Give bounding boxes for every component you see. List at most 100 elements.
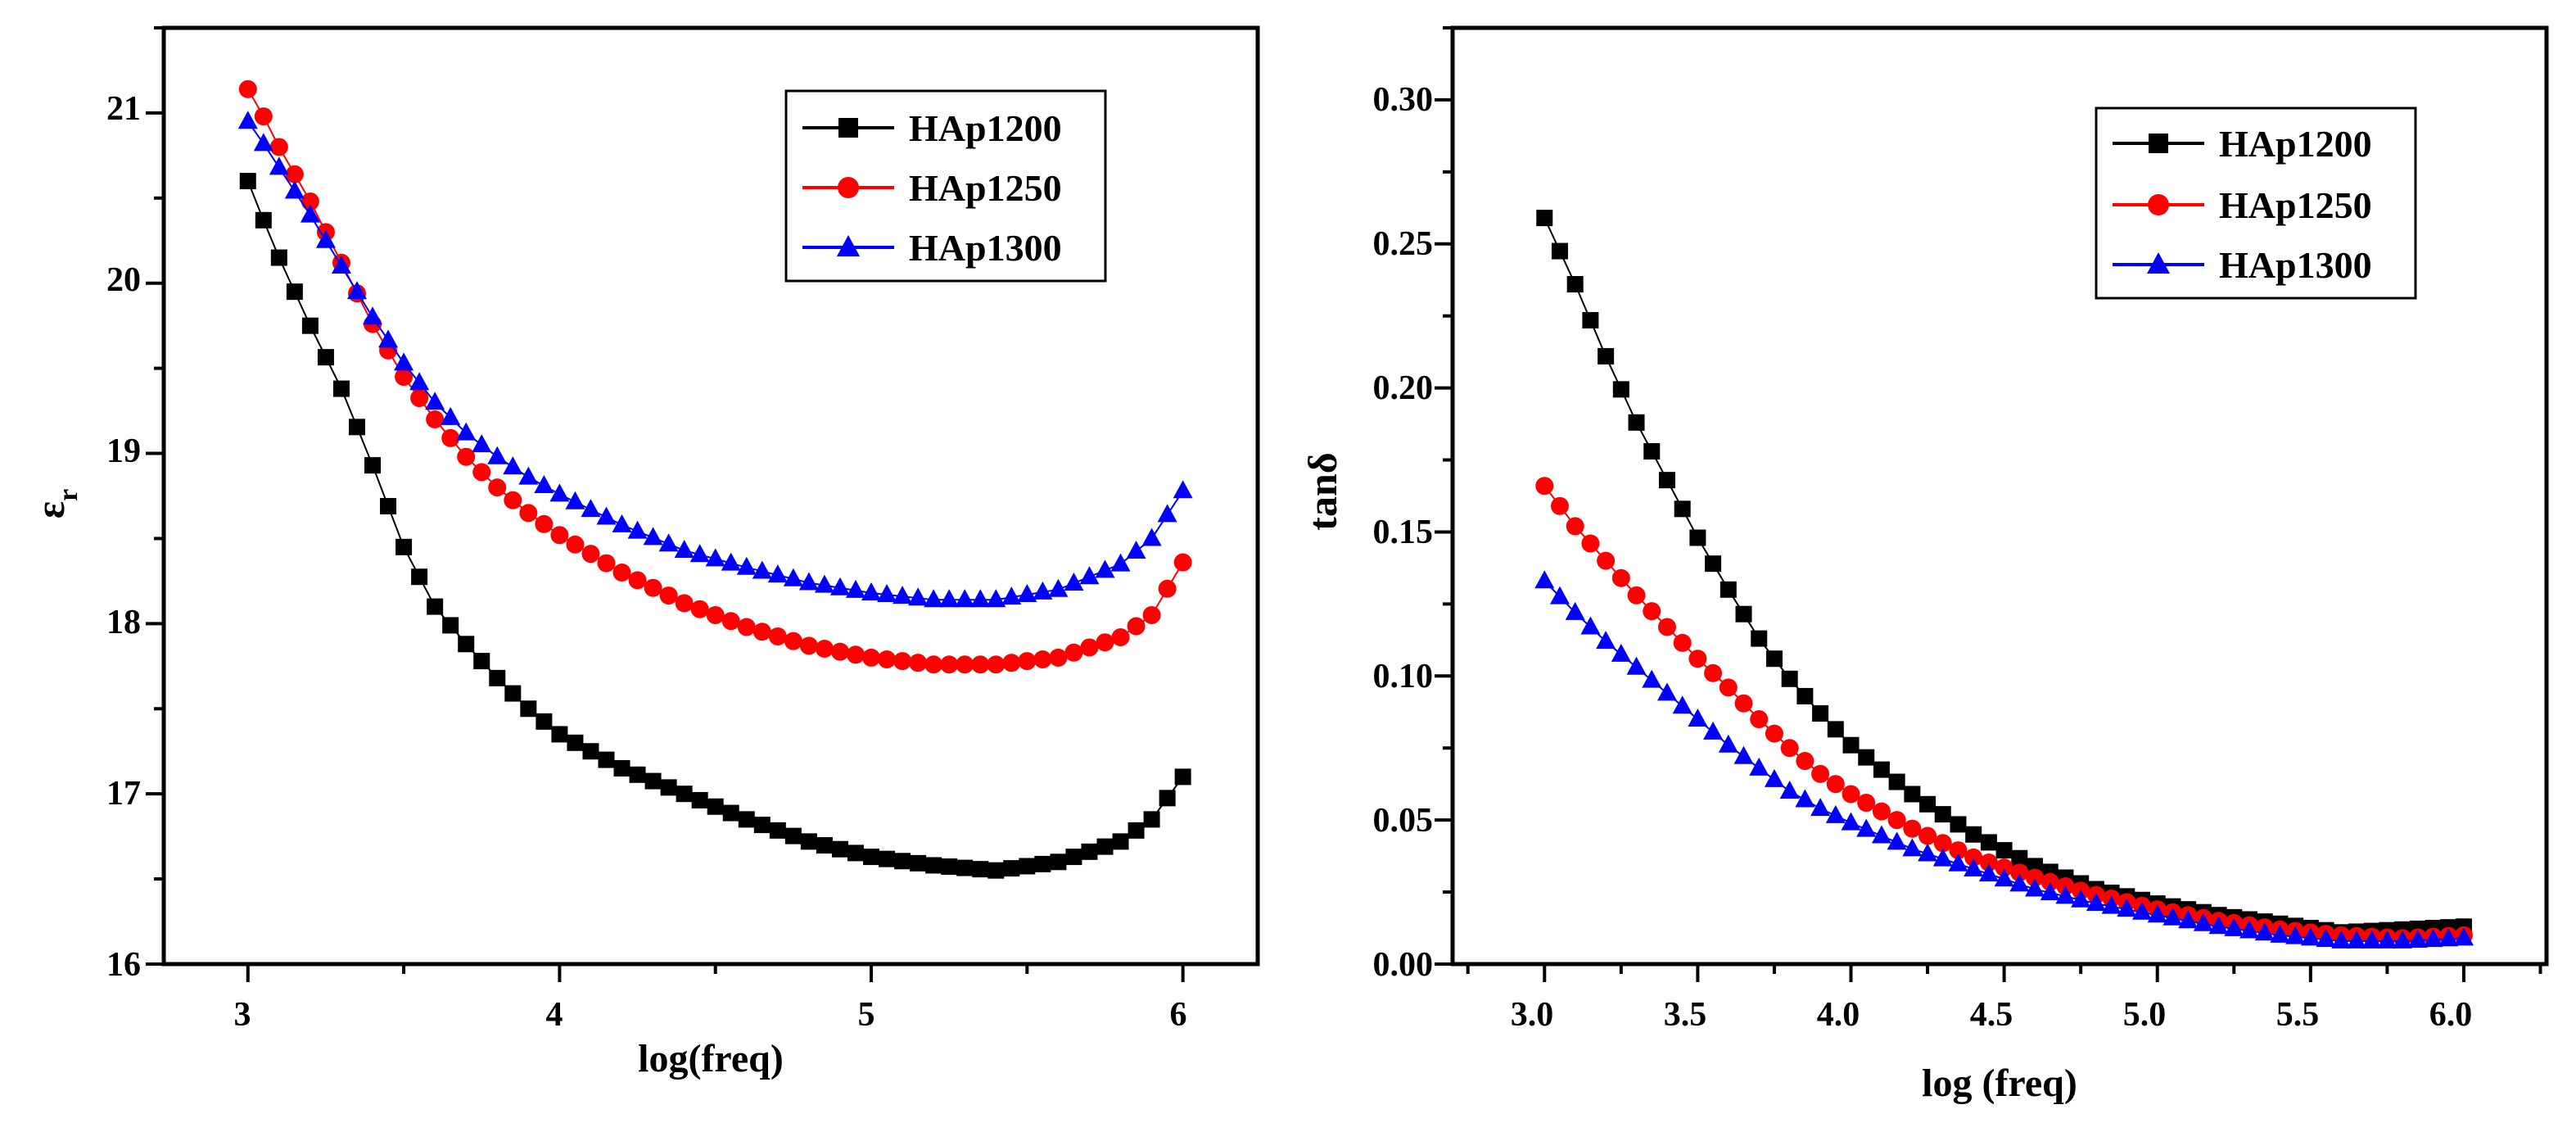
data-point [254, 107, 273, 126]
data-point [2224, 917, 2244, 936]
data-point [861, 582, 882, 600]
data-point [1050, 853, 1067, 871]
legend-label: HAp1300 [909, 227, 1062, 269]
data-point [879, 850, 896, 867]
y-tick-label: 0.00 [1373, 946, 1434, 984]
data-point [1948, 853, 1968, 872]
data-point [737, 618, 756, 636]
data-point [612, 564, 631, 582]
data-point [269, 156, 289, 175]
data-point [1535, 477, 1554, 496]
data-point [893, 586, 913, 604]
data-point [1064, 573, 1084, 591]
data-point [2254, 922, 2275, 941]
data-point [255, 211, 272, 229]
data-point [1549, 586, 1570, 604]
data-point [332, 380, 350, 397]
data-point [487, 446, 508, 464]
data-point [1810, 798, 1831, 817]
data-point [1096, 633, 1114, 652]
data-point [488, 478, 507, 497]
data-point [565, 491, 585, 509]
data-point [814, 574, 834, 593]
x-tick-label: 6.0 [2429, 996, 2473, 1034]
data-point [1672, 695, 1692, 714]
data-point [784, 632, 802, 650]
data-point [269, 138, 288, 156]
data-point [1064, 643, 1083, 662]
data-point [2361, 930, 2382, 949]
data-point [1734, 694, 1753, 713]
data-point [675, 594, 694, 613]
data-point [1919, 795, 1937, 813]
data-point [1643, 602, 1661, 621]
data-point [472, 463, 491, 482]
data-point [1049, 648, 1068, 667]
data-point [1749, 757, 1769, 776]
data-point [1580, 616, 1601, 635]
data-point [1688, 709, 1708, 727]
data-point [1703, 721, 1724, 740]
data-point [1033, 650, 1052, 669]
y-tick-label: 0.20 [1373, 369, 1434, 407]
data-point [1003, 860, 1020, 877]
data-point [567, 734, 584, 751]
data-point [987, 862, 1005, 879]
legend-label: HAp1300 [2219, 244, 2372, 286]
data-point [970, 589, 991, 608]
data-point [644, 578, 662, 597]
data-point [1581, 534, 1600, 553]
data-point [660, 779, 677, 796]
data-point [551, 726, 568, 743]
data-point [1978, 863, 1999, 882]
data-point [658, 533, 679, 552]
data-point [798, 572, 819, 591]
data-point [1858, 749, 1875, 766]
data-point [1735, 605, 1752, 623]
data-point [395, 538, 413, 555]
legend-marker-circle [838, 177, 859, 198]
data-point [706, 605, 725, 624]
data-point [1657, 618, 1676, 636]
data-point [829, 577, 850, 595]
y-tick-label: 18 [106, 604, 141, 641]
data-point [768, 627, 787, 645]
data-point [1111, 627, 1130, 646]
data-point [940, 655, 959, 674]
x-tick-label: 5.5 [2276, 996, 2320, 1034]
data-point [1994, 868, 2014, 887]
data-point [1949, 841, 1968, 860]
data-point [395, 368, 414, 387]
data-point [1780, 739, 1799, 758]
data-point [736, 556, 757, 575]
data-point [1080, 638, 1099, 657]
data-point [1142, 605, 1161, 624]
loss-tangent-chart: 3.0 3.5 4.0 4.5 5.0 5.5 6.0 0.00 0.05 0.… [1299, 25, 2549, 1105]
data-point [1157, 504, 1177, 523]
data-point [1596, 631, 1616, 650]
x-tick-label: 4 [546, 996, 563, 1034]
data-point [1764, 768, 1784, 787]
x-tick-label: 3.5 [1664, 996, 1707, 1034]
data-point [1642, 669, 1662, 688]
data-point [956, 859, 974, 876]
data-point [1872, 802, 1891, 821]
data-point [2086, 893, 2106, 912]
data-point [1550, 496, 1569, 515]
data-point [378, 329, 399, 348]
data-point [410, 389, 429, 408]
data-point [2193, 912, 2213, 931]
data-point [1143, 811, 1160, 828]
data-point [1980, 834, 1997, 851]
data-point [2423, 929, 2443, 948]
legend-label: HAp1250 [909, 167, 1062, 209]
data-point [783, 568, 803, 586]
data-point [238, 79, 257, 98]
data-point [939, 589, 960, 608]
data-point [582, 743, 599, 760]
y-tick-label: 0.05 [1373, 802, 1434, 840]
series-HAp1200 [239, 173, 1191, 879]
data-point [239, 173, 256, 190]
y-axis-title: εr [27, 489, 84, 518]
data-point [1888, 773, 1905, 790]
